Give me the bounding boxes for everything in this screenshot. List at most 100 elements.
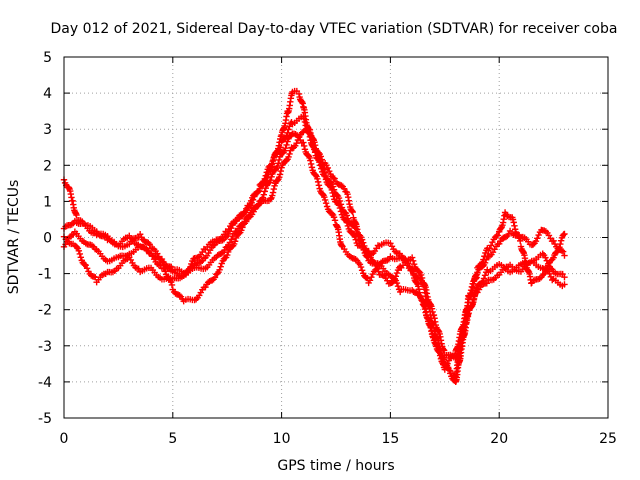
data-point <box>321 196 329 204</box>
y-tick-label: 5 <box>43 50 52 66</box>
data-point <box>314 178 322 186</box>
data-point <box>510 219 517 226</box>
data-point <box>408 254 416 261</box>
chart-title: Day 012 of 2021, Sidereal Day-to-day VTE… <box>51 21 618 37</box>
y-tick-label: 0 <box>43 231 52 247</box>
y-tick-label: -2 <box>38 303 52 319</box>
x-axis-label: GPS time / hours <box>277 458 394 474</box>
data-point <box>326 167 333 175</box>
y-tick-label: -4 <box>38 375 52 391</box>
series-track-4 <box>60 125 568 362</box>
data-point <box>255 187 262 195</box>
data-point <box>494 232 502 239</box>
x-tick-label: 10 <box>273 431 291 447</box>
data-point <box>473 274 480 281</box>
data-point <box>418 274 426 282</box>
data-point <box>509 216 517 223</box>
data-point <box>360 239 367 246</box>
data-point <box>284 138 291 145</box>
data-point <box>505 230 512 238</box>
data-point <box>481 272 489 279</box>
data-point <box>76 250 84 258</box>
data-point <box>328 210 336 217</box>
data-point <box>337 201 345 208</box>
data-point <box>218 250 225 257</box>
data-point <box>335 194 343 202</box>
data-point <box>261 175 268 183</box>
data-point <box>331 175 338 182</box>
data-point <box>176 292 183 299</box>
data-point <box>417 271 425 279</box>
data-point <box>285 153 292 161</box>
data-point <box>232 234 240 242</box>
data-point <box>366 277 374 284</box>
data-point <box>467 290 474 297</box>
data-point <box>228 236 235 243</box>
data-point <box>188 260 195 268</box>
data-point <box>393 269 401 277</box>
data-point <box>314 148 321 155</box>
data-point <box>532 237 540 245</box>
data-point <box>436 348 443 356</box>
data-point <box>517 237 524 245</box>
series-track-3 <box>60 130 568 380</box>
y-tick-label: -1 <box>38 267 52 283</box>
data-point <box>277 167 285 175</box>
data-point <box>283 141 290 149</box>
data-point <box>162 268 169 275</box>
data-point <box>329 183 337 190</box>
data-point <box>558 247 565 254</box>
data-point <box>547 265 555 272</box>
data-point <box>322 199 330 207</box>
data-point <box>267 177 274 184</box>
data-point <box>286 150 293 158</box>
data-point <box>358 236 366 243</box>
x-tick-label: 25 <box>599 431 617 447</box>
data-point <box>270 185 278 193</box>
data-point <box>161 264 168 272</box>
data-point <box>417 293 424 301</box>
data-point <box>410 260 418 268</box>
data-point <box>312 172 319 179</box>
data-point <box>396 263 404 270</box>
data-point <box>241 208 249 216</box>
data-point <box>393 279 401 287</box>
series-track-1 <box>60 87 568 373</box>
data-point <box>550 237 557 245</box>
data-point <box>414 290 421 297</box>
data-point <box>216 266 223 273</box>
data-point <box>246 200 254 208</box>
data-point <box>168 281 176 289</box>
plot-frame <box>63 56 609 419</box>
y-tick-label: 4 <box>43 86 52 102</box>
data-point <box>496 240 503 248</box>
data-point <box>487 242 495 249</box>
data-point <box>301 118 309 126</box>
y-axis-ticks: 5 4 3 2 1 0 -1 -2 -3 -4 -5 <box>38 50 608 427</box>
data-point <box>557 240 564 248</box>
data-point <box>561 281 568 288</box>
data-point <box>268 161 275 168</box>
data-point <box>77 254 85 261</box>
data-point <box>472 275 480 282</box>
data-point <box>275 156 283 164</box>
data-point <box>542 254 549 261</box>
y-tick-label: 2 <box>43 158 52 174</box>
data-point <box>233 217 240 225</box>
data-point <box>535 231 542 239</box>
data-point <box>217 263 224 270</box>
data-point <box>480 275 488 282</box>
data-point <box>349 208 356 216</box>
x-tick-label: 20 <box>490 431 508 447</box>
data-point <box>415 268 423 275</box>
data-point <box>353 227 360 235</box>
data-point <box>530 241 537 248</box>
data-point <box>276 171 284 178</box>
data-point <box>282 144 289 152</box>
y-tick-label: -3 <box>38 339 52 355</box>
data-point <box>75 247 83 255</box>
data-point <box>392 273 400 280</box>
data-point <box>300 139 307 146</box>
data-point <box>366 251 373 258</box>
